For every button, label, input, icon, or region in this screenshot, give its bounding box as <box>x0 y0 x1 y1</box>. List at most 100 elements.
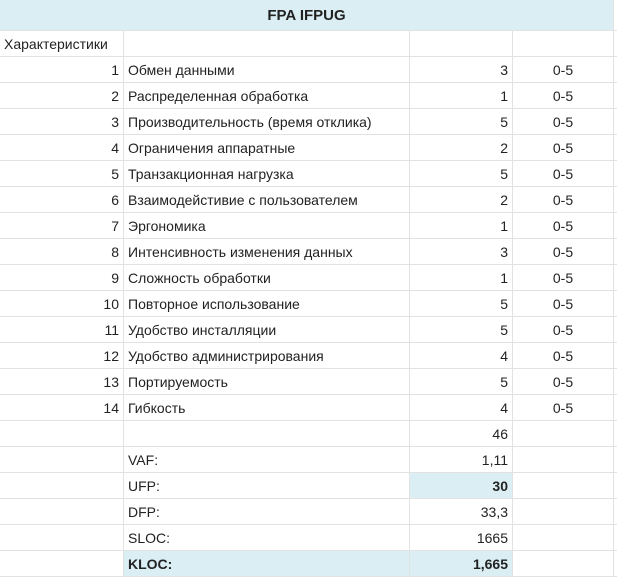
range-cell[interactable]: 0-5 <box>513 395 614 421</box>
characteristic-name-cell[interactable]: Портируемость <box>124 369 410 395</box>
characteristic-value-cell[interactable]: 5 <box>410 291 513 317</box>
characteristic-name-cell[interactable]: Транзакционная нагрузка <box>124 161 410 187</box>
summary-value-cell[interactable]: 30 <box>410 473 513 499</box>
range-cell[interactable]: 0-5 <box>513 265 614 291</box>
empty-cell[interactable] <box>614 83 617 109</box>
range-cell[interactable]: 0-5 <box>513 83 614 109</box>
row-number-cell[interactable]: 3 <box>0 109 124 135</box>
row-number-cell[interactable]: 7 <box>0 213 124 239</box>
summary-label-cell[interactable]: DFP: <box>124 499 410 525</box>
empty-cell[interactable] <box>124 31 410 57</box>
characteristic-value-cell[interactable]: 1 <box>410 213 513 239</box>
empty-cell[interactable] <box>0 421 124 447</box>
range-cell[interactable]: 0-5 <box>513 239 614 265</box>
empty-cell[interactable] <box>513 31 614 57</box>
empty-cell[interactable] <box>614 551 617 577</box>
range-cell[interactable]: 0-5 <box>513 317 614 343</box>
summary-label-cell[interactable]: VAF: <box>124 447 410 473</box>
row-number-cell[interactable]: 2 <box>0 83 124 109</box>
row-number-cell[interactable]: 12 <box>0 343 124 369</box>
row-number-cell[interactable]: 8 <box>0 239 124 265</box>
empty-cell[interactable] <box>614 473 617 499</box>
empty-cell[interactable] <box>0 525 124 551</box>
empty-cell[interactable] <box>614 525 617 551</box>
summary-value-cell[interactable]: 1,665 <box>410 551 513 577</box>
characteristic-value-cell[interactable]: 1 <box>410 83 513 109</box>
characteristic-value-cell[interactable]: 2 <box>410 187 513 213</box>
empty-cell[interactable] <box>0 551 124 577</box>
characteristic-value-cell[interactable]: 5 <box>410 369 513 395</box>
empty-cell[interactable] <box>0 447 124 473</box>
characteristic-name-cell[interactable]: Повторное использование <box>124 291 410 317</box>
empty-cell[interactable] <box>124 421 410 447</box>
empty-cell[interactable] <box>0 473 124 499</box>
title-cell[interactable]: FPA IFPUG <box>0 0 614 31</box>
characteristic-value-cell[interactable]: 4 <box>410 343 513 369</box>
row-number-cell[interactable]: 14 <box>0 395 124 421</box>
characteristic-value-cell[interactable]: 1 <box>410 265 513 291</box>
summary-value-cell[interactable]: 33,3 <box>410 499 513 525</box>
header-label-cell[interactable]: Характеристики <box>0 31 124 57</box>
characteristic-name-cell[interactable]: Производительность (время отклика) <box>124 109 410 135</box>
range-cell[interactable]: 0-5 <box>513 187 614 213</box>
characteristic-name-cell[interactable]: Удобство администрирования <box>124 343 410 369</box>
characteristic-name-cell[interactable]: Ограничения аппаратные <box>124 135 410 161</box>
characteristic-value-cell[interactable]: 5 <box>410 317 513 343</box>
empty-cell[interactable] <box>614 135 617 161</box>
characteristic-value-cell[interactable]: 5 <box>410 161 513 187</box>
empty-cell[interactable] <box>513 447 614 473</box>
empty-cell[interactable] <box>614 0 617 31</box>
empty-cell[interactable] <box>614 343 617 369</box>
row-number-cell[interactable]: 9 <box>0 265 124 291</box>
characteristic-value-cell[interactable]: 4 <box>410 395 513 421</box>
range-cell[interactable]: 0-5 <box>513 291 614 317</box>
characteristic-value-cell[interactable]: 3 <box>410 57 513 83</box>
row-number-cell[interactable]: 13 <box>0 369 124 395</box>
characteristic-name-cell[interactable]: Распределенная обработка <box>124 83 410 109</box>
empty-cell[interactable] <box>614 109 617 135</box>
empty-cell[interactable] <box>513 525 614 551</box>
empty-cell[interactable] <box>614 161 617 187</box>
empty-cell[interactable] <box>614 395 617 421</box>
row-number-cell[interactable]: 4 <box>0 135 124 161</box>
row-number-cell[interactable]: 5 <box>0 161 124 187</box>
range-cell[interactable]: 0-5 <box>513 109 614 135</box>
range-cell[interactable]: 0-5 <box>513 135 614 161</box>
row-number-cell[interactable]: 6 <box>0 187 124 213</box>
empty-cell[interactable] <box>614 447 617 473</box>
empty-cell[interactable] <box>614 291 617 317</box>
row-number-cell[interactable]: 10 <box>0 291 124 317</box>
empty-cell[interactable] <box>513 421 614 447</box>
range-cell[interactable]: 0-5 <box>513 161 614 187</box>
range-cell[interactable]: 0-5 <box>513 343 614 369</box>
characteristic-name-cell[interactable]: Сложность обработки <box>124 265 410 291</box>
empty-cell[interactable] <box>614 213 617 239</box>
characteristic-value-cell[interactable]: 2 <box>410 135 513 161</box>
empty-cell[interactable] <box>614 187 617 213</box>
empty-cell[interactable] <box>513 499 614 525</box>
empty-cell[interactable] <box>513 551 614 577</box>
summary-label-cell[interactable]: KLOC: <box>124 551 410 577</box>
summary-label-cell[interactable]: UFP: <box>124 473 410 499</box>
summary-label-cell[interactable]: SLOC: <box>124 525 410 551</box>
empty-cell[interactable] <box>614 421 617 447</box>
characteristic-name-cell[interactable]: Взаимодейстивие с пользователем <box>124 187 410 213</box>
range-cell[interactable]: 0-5 <box>513 369 614 395</box>
total-value-cell[interactable]: 46 <box>410 421 513 447</box>
characteristic-name-cell[interactable]: Эргономика <box>124 213 410 239</box>
characteristic-name-cell[interactable]: Гибкость <box>124 395 410 421</box>
characteristic-value-cell[interactable]: 5 <box>410 109 513 135</box>
empty-cell[interactable] <box>614 499 617 525</box>
empty-cell[interactable] <box>410 31 513 57</box>
empty-cell[interactable] <box>513 473 614 499</box>
empty-cell[interactable] <box>614 317 617 343</box>
row-number-cell[interactable]: 1 <box>0 57 124 83</box>
empty-cell[interactable] <box>614 239 617 265</box>
range-cell[interactable]: 0-5 <box>513 213 614 239</box>
summary-value-cell[interactable]: 1665 <box>410 525 513 551</box>
characteristic-value-cell[interactable]: 3 <box>410 239 513 265</box>
empty-cell[interactable] <box>614 369 617 395</box>
row-number-cell[interactable]: 11 <box>0 317 124 343</box>
summary-value-cell[interactable]: 1,11 <box>410 447 513 473</box>
characteristic-name-cell[interactable]: Интенсивность изменения данных <box>124 239 410 265</box>
